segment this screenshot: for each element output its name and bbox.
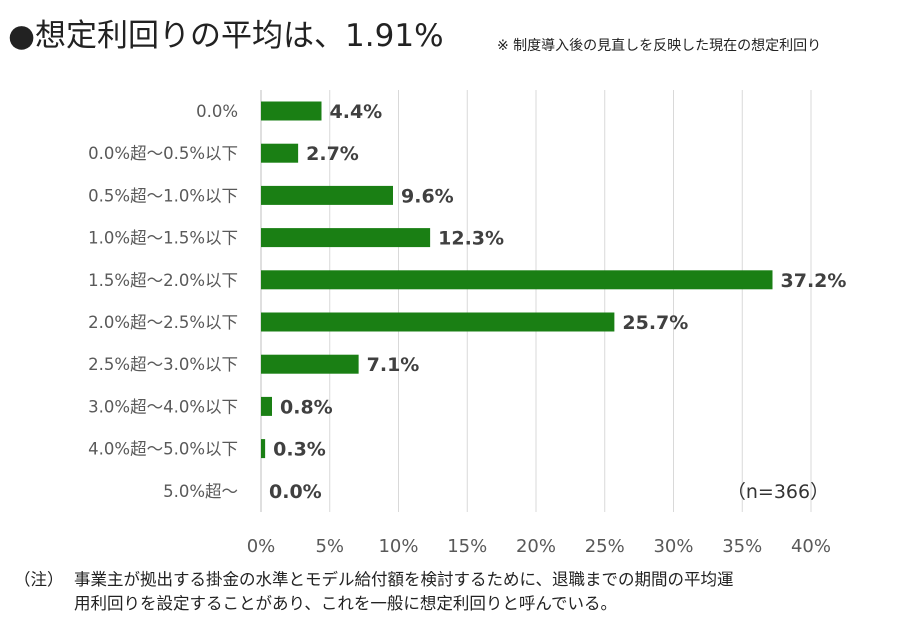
bar bbox=[261, 312, 615, 332]
footnote-line-1: 事業主が拠出する掛金の水準とモデル給付額を検討するために、退職までの期間の平均運 bbox=[74, 570, 734, 589]
value-label: 7.1% bbox=[367, 354, 420, 376]
category-label: 2.0%超～2.5%以下 bbox=[88, 313, 238, 332]
x-tick-label: 10% bbox=[378, 536, 418, 557]
bar bbox=[261, 270, 773, 290]
category-label: 0.0% bbox=[196, 102, 238, 121]
x-tick-label: 20% bbox=[516, 536, 556, 557]
x-tick-label: 5% bbox=[315, 536, 344, 557]
sample-size-label: （n=366） bbox=[727, 481, 829, 503]
x-tick-label: 25% bbox=[585, 536, 625, 557]
x-tick-labels: 0% 5% 10% 15% 20% 25% 30% 35% 40% bbox=[247, 536, 831, 557]
x-tick-label: 30% bbox=[653, 536, 693, 557]
bars bbox=[261, 101, 773, 459]
chart-subtitle-note: ※ 制度導入後の見直しを反映した現在の想定利回り bbox=[497, 38, 822, 54]
value-label: 0.8% bbox=[280, 396, 333, 418]
bar bbox=[261, 228, 431, 248]
value-label: 0.0% bbox=[269, 481, 322, 503]
bar-chart: 0.0% 0.0%超～0.5%以下 0.5%超～1.0%以下 1.0%超～1.5%以下… bbox=[88, 90, 846, 557]
value-labels: 4.4% 2.7% 9.6% 12.3% 37.2% 25.7% 7.1% 0.8% 0.3% 0… bbox=[269, 101, 846, 503]
category-label: 0.5%超～1.0%以下 bbox=[88, 186, 238, 205]
bar bbox=[261, 439, 266, 459]
category-label: 4.0%超～5.0%以下 bbox=[88, 440, 238, 459]
x-tick-label: 15% bbox=[447, 536, 487, 557]
footnote: （注） 事業主が拠出する掛金の水準とモデル給付額を検討するために、退職までの期間の… bbox=[14, 568, 874, 616]
value-label: 37.2% bbox=[781, 270, 847, 292]
value-label: 12.3% bbox=[438, 228, 504, 250]
category-label: 1.0%超～1.5%以下 bbox=[88, 229, 238, 248]
bar bbox=[261, 143, 299, 163]
chart-title: ●想定利回りの平均は、1.91% bbox=[8, 18, 444, 54]
bar bbox=[261, 396, 272, 416]
category-label: 1.5%超～2.0%以下 bbox=[88, 271, 238, 290]
category-label: 5.0%超～ bbox=[163, 482, 238, 501]
footnote-line-2: 用利回りを設定することがあり、これを一般に想定利回りと呼んでいる。 bbox=[74, 594, 618, 613]
x-tick-label: 35% bbox=[722, 536, 762, 557]
bar bbox=[261, 101, 322, 121]
category-label: 2.5%超～3.0%以下 bbox=[88, 355, 238, 374]
bar bbox=[261, 354, 359, 374]
value-label: 4.4% bbox=[330, 101, 383, 123]
category-labels: 0.0% 0.0%超～0.5%以下 0.5%超～1.0%以下 1.0%超～1.5%以下… bbox=[88, 102, 238, 501]
footnote-marker: （注） bbox=[14, 570, 64, 589]
value-label: 0.3% bbox=[273, 439, 326, 461]
value-label: 25.7% bbox=[622, 312, 688, 334]
value-label: 9.6% bbox=[401, 185, 454, 207]
category-label: 3.0%超～4.0%以下 bbox=[88, 397, 238, 416]
value-label: 2.7% bbox=[306, 143, 359, 165]
bar bbox=[261, 185, 393, 205]
x-tick-label: 40% bbox=[791, 536, 831, 557]
category-label: 0.0%超～0.5%以下 bbox=[88, 144, 238, 163]
x-tick-label: 0% bbox=[247, 536, 276, 557]
